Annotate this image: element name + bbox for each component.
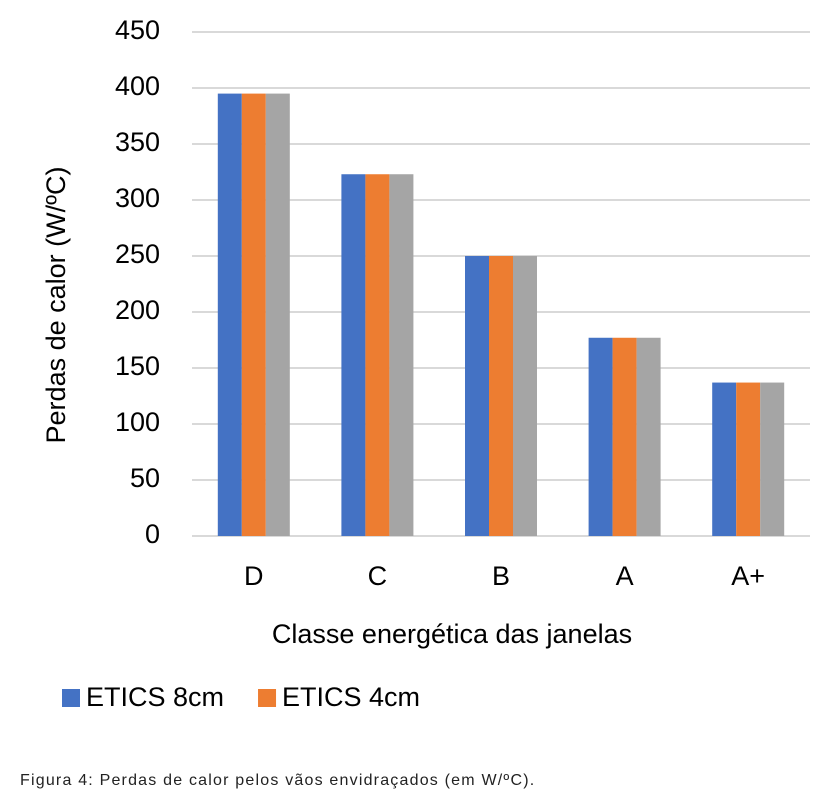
bar (489, 256, 513, 536)
legend-label: ETICS 4cm (282, 682, 420, 712)
bar (636, 337, 661, 536)
bar (341, 174, 366, 537)
legend-swatch (258, 689, 277, 707)
y-tick-label: 400 (115, 71, 160, 101)
legend-label: ETICS 8cm (86, 682, 224, 712)
bar (365, 174, 390, 537)
bar (588, 337, 613, 536)
x-tick-label: A (616, 561, 634, 591)
bar (241, 93, 266, 536)
x-tick-label: D (244, 561, 264, 591)
caption: Figura 4: Perdas de calor pelos vãos env… (20, 772, 535, 789)
x-tick-label: B (492, 561, 510, 591)
x-axis-label: Classe energética das janelas (272, 619, 632, 649)
bar (612, 337, 637, 536)
y-tick-label: 0 (145, 519, 160, 549)
y-tick-label: 350 (115, 127, 160, 157)
bar (736, 382, 761, 536)
y-tick-label: 300 (115, 183, 160, 213)
bar (265, 93, 290, 536)
bar (760, 382, 785, 536)
bar (389, 174, 414, 537)
y-tick-label: 50 (130, 463, 160, 493)
bar (712, 382, 737, 536)
x-tick-label: A+ (731, 561, 765, 591)
x-tick-label: C (368, 561, 388, 591)
bar (513, 256, 537, 536)
legend-swatch (62, 689, 80, 707)
y-tick-label: 150 (115, 351, 160, 381)
bar (217, 93, 242, 536)
y-tick-label: 100 (115, 407, 160, 437)
y-tick-label: 450 (115, 15, 160, 45)
bar (465, 256, 489, 536)
y-tick-label: 250 (115, 239, 160, 269)
y-axis-label: Perdas de calor (W/ºC) (41, 167, 71, 444)
y-tick-label: 200 (115, 295, 160, 325)
